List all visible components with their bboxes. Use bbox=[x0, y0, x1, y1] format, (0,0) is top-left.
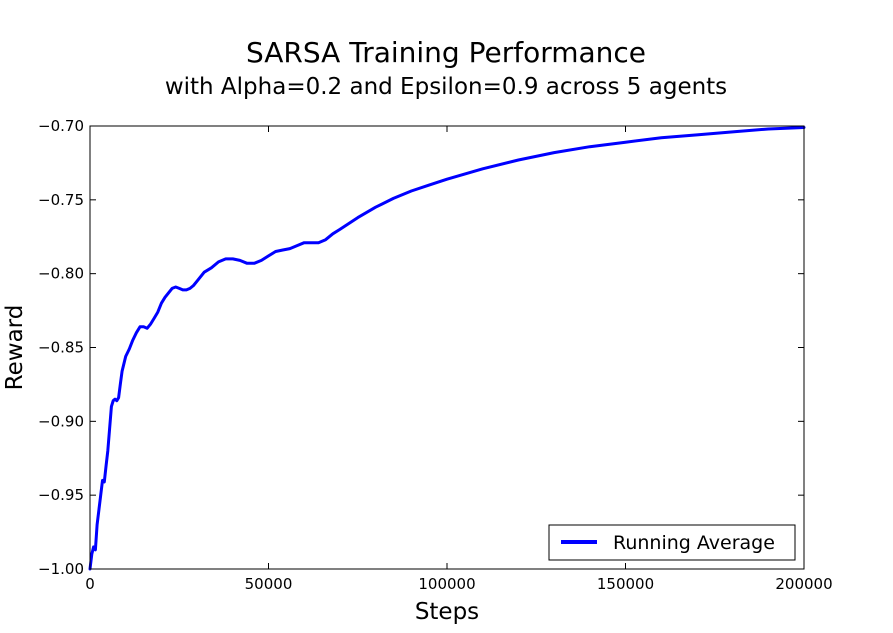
x-tick-label: 150000 bbox=[597, 575, 654, 593]
x-axis-label: Steps bbox=[415, 599, 479, 625]
y-tick-label: −0.95 bbox=[38, 486, 84, 504]
chart-subtitle: with Alpha=0.2 and Epsilon=0.9 across 5 … bbox=[165, 74, 727, 100]
tick-layer: 0 50000 100000 150000 200000 −1.00 −0.95 −0.90 −… bbox=[38, 117, 833, 593]
x-tick-label: 200000 bbox=[775, 575, 832, 593]
y-tick-label: −1.00 bbox=[38, 560, 84, 578]
legend: Running Average bbox=[548, 524, 796, 561]
y-tick-label: −0.80 bbox=[38, 265, 84, 283]
x-tick-label: 0 bbox=[85, 575, 95, 593]
y-tick-label: −0.70 bbox=[38, 117, 84, 135]
y-tick-label: −0.85 bbox=[38, 339, 84, 357]
y-tick-label: −0.90 bbox=[38, 412, 84, 430]
x-tick-label: 50000 bbox=[245, 575, 293, 593]
series-layer bbox=[88, 126, 806, 571]
x-tick-label: 100000 bbox=[418, 575, 475, 593]
legend-label-running-average: Running Average bbox=[613, 532, 775, 554]
plot-area-frame bbox=[89, 125, 805, 570]
series-line-running-average bbox=[88, 126, 806, 571]
y-tick-label: −0.75 bbox=[38, 191, 84, 209]
y-axis-label: Reward bbox=[2, 305, 28, 391]
chart-title: SARSA Training Performance bbox=[246, 36, 646, 69]
